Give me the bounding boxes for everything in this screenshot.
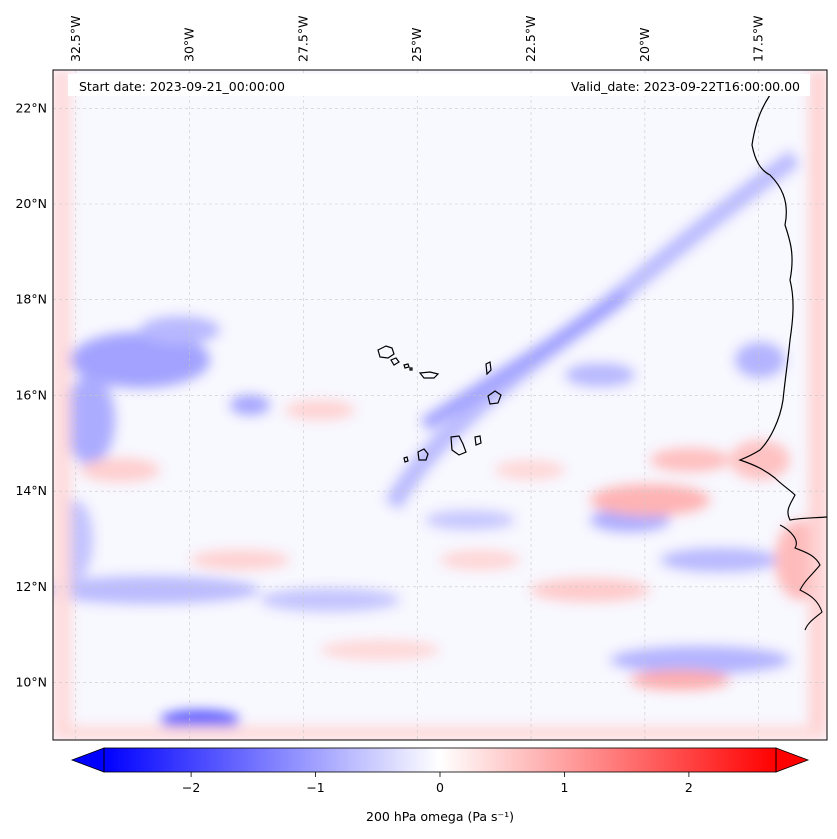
colorbar-gradient [104,748,776,772]
map-frame [52,69,828,741]
lat-tick-label: 20°N [15,196,47,211]
colorbar: −2 −1 0 1 2 200 hPa omega (Pa s⁻¹) [70,747,810,824]
colorbar-ticks: −2 −1 0 1 2 [182,772,693,795]
cape-verde-islands [377,345,502,463]
start-date-label: Start date: 2023-09-21_00:00:00 [79,79,285,94]
valid-date-label: Valid_date: 2023-09-22T16:00:00.00 [571,79,800,94]
colorbar-tick-label: 0 [436,780,444,795]
lon-tick-label: 30°W [182,27,197,62]
colorbar-extend-max [775,747,810,773]
lon-tick-label: 27.5°W [295,16,310,62]
lat-tick-label: 18°N [15,292,47,307]
lat-tick-label: 14°N [15,483,47,498]
coastline-africa [738,94,827,631]
lat-tick-label: 22°N [15,100,47,115]
lat-tick-label: 10°N [15,675,47,690]
lon-tick-label: 32.5°W [68,16,83,62]
colorbar-extend-min [70,747,105,773]
colorbar-tick-label: 2 [685,780,693,795]
lat-tick-label: 12°N [15,579,47,594]
longitude-tick-labels: 32.5°W 30°W 27.5°W 25°W 22.5°W 20°W 17.5°W [68,16,766,62]
colorbar-tick-label: −1 [306,780,324,795]
latitude-tick-labels: 22°N 20°N 18°N 16°N 14°N 12°N 10°N [15,100,47,689]
lon-tick-label: 17.5°W [751,16,766,62]
lon-tick-label: 22.5°W [523,16,538,62]
colorbar-tick-label: 1 [560,780,568,795]
lon-tick-label: 20°W [637,27,652,62]
colorbar-label: 200 hPa omega (Pa s⁻¹) [366,809,514,824]
omega-field [53,70,827,740]
lat-tick-label: 16°N [15,387,47,402]
header-box [68,74,810,96]
lon-tick-label: 25°W [409,27,424,62]
gridlines [53,70,827,740]
colorbar-tick-label: −2 [182,780,200,795]
